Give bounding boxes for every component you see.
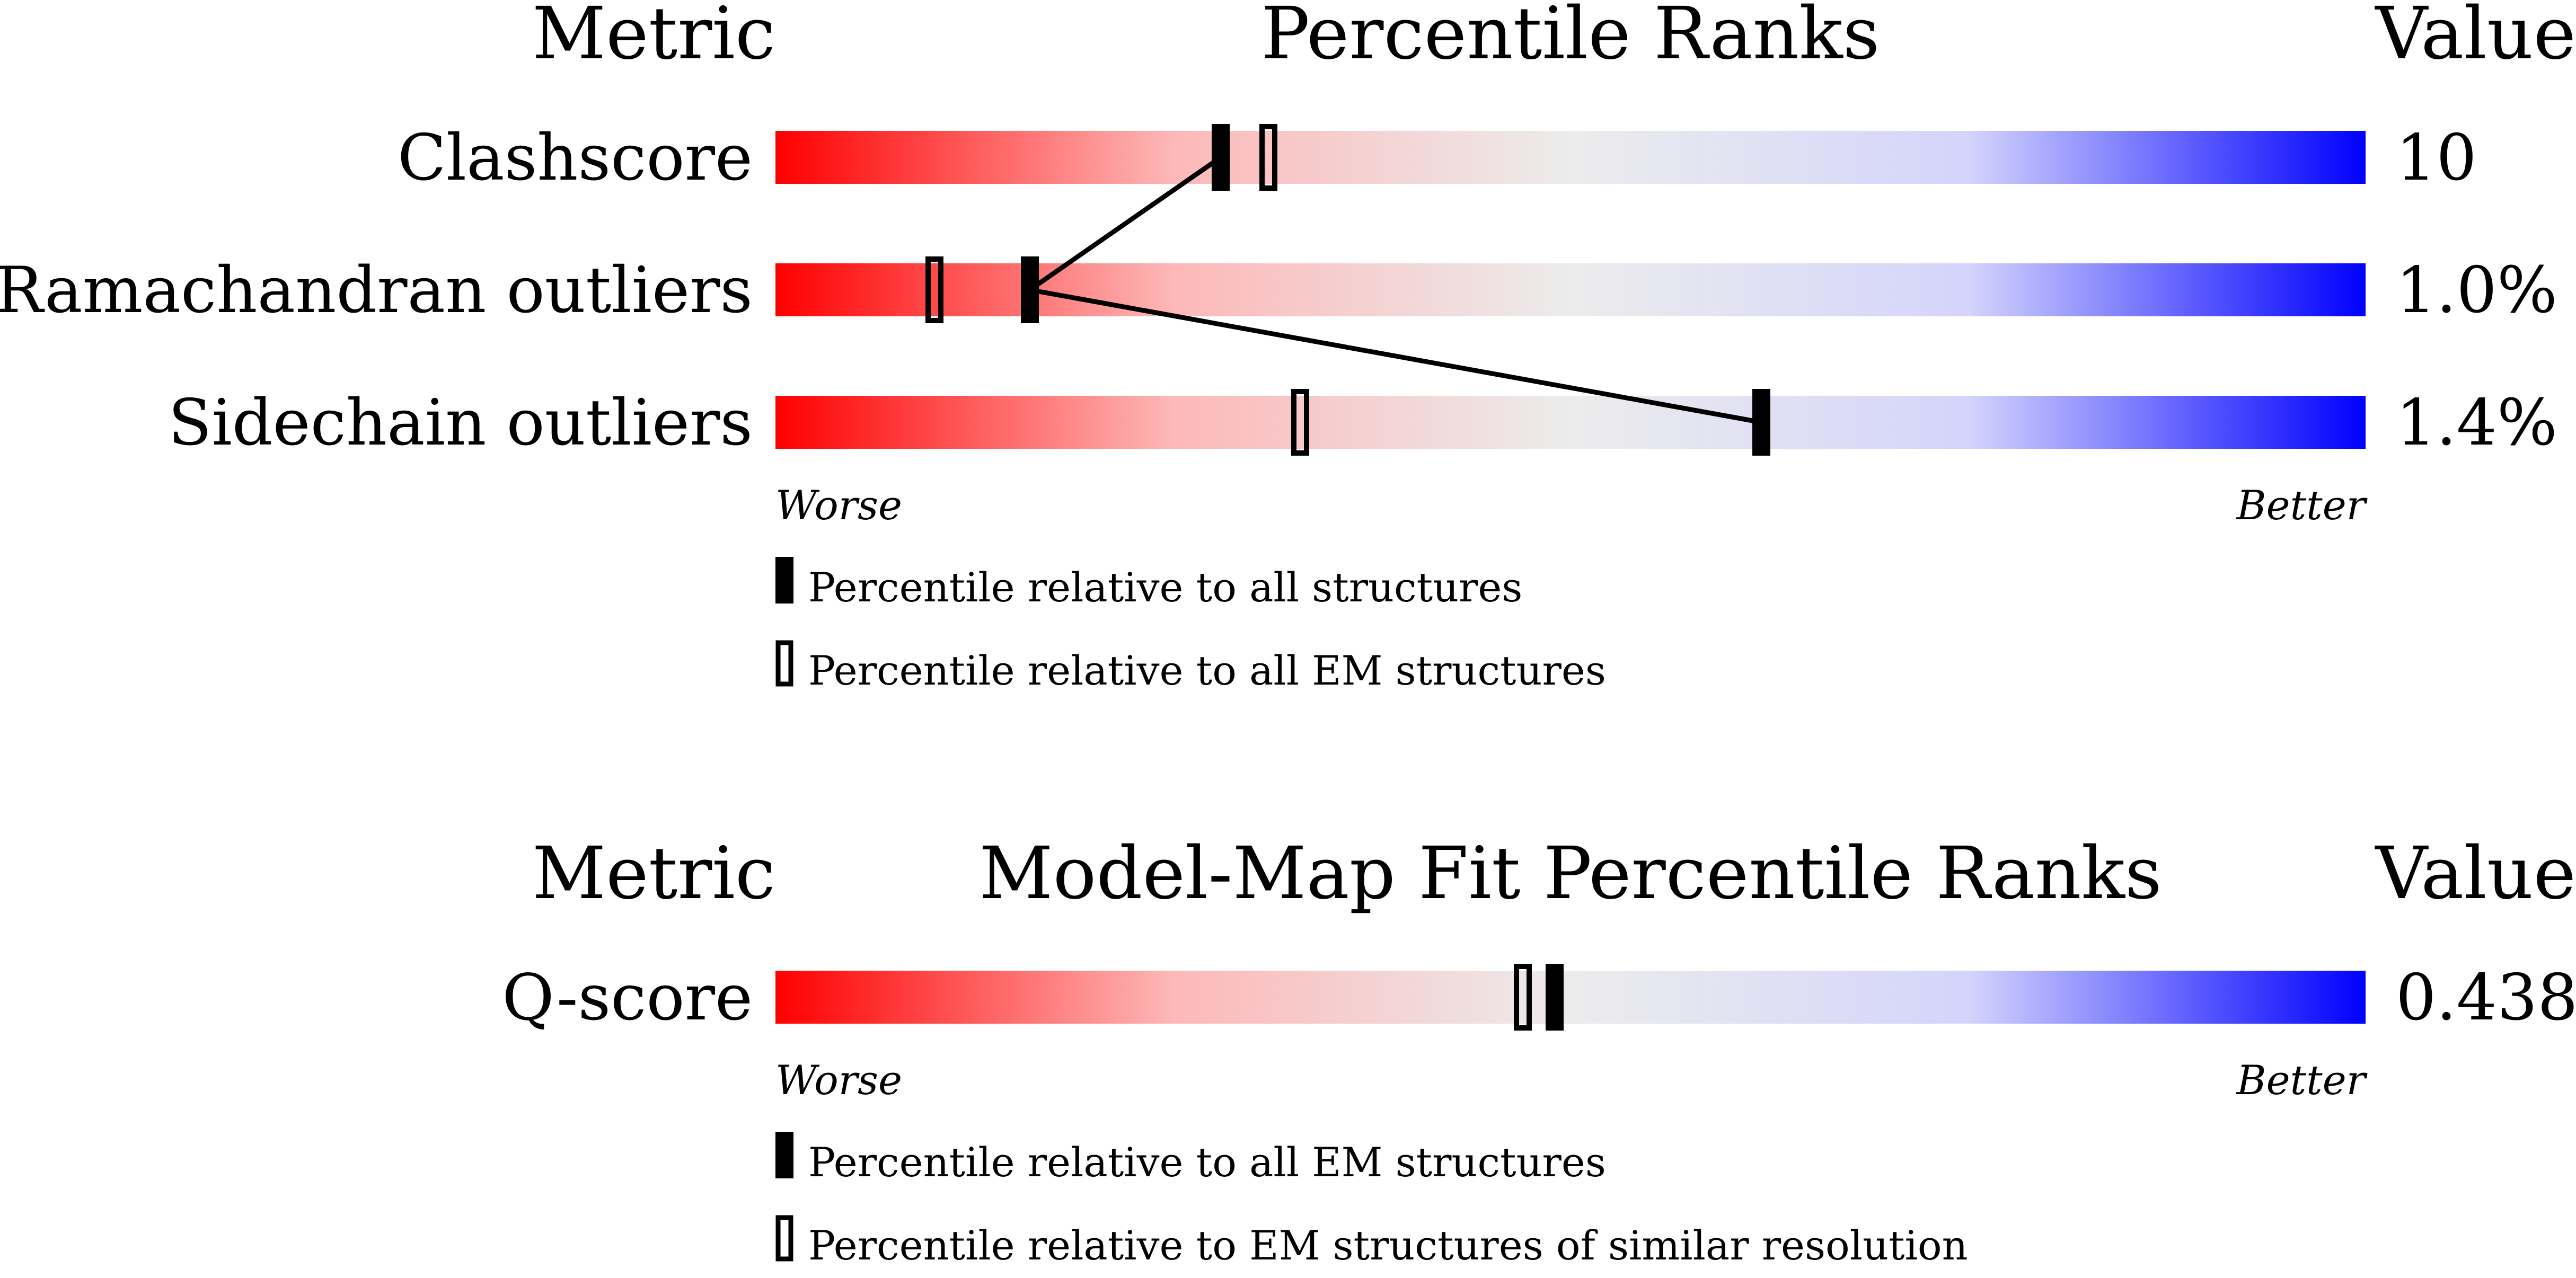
percentile-bar bbox=[775, 971, 2366, 1024]
metric-label: Q-score bbox=[502, 961, 753, 1035]
worse-label: Worse bbox=[775, 1057, 902, 1104]
legend: Percentile relative to all structures Per… bbox=[775, 557, 1606, 694]
legend-filled-marker bbox=[775, 557, 793, 604]
legend: Percentile relative to all EM structures… bbox=[775, 1132, 1968, 1269]
better-label: Better bbox=[2236, 482, 2368, 529]
percentile-bar bbox=[775, 396, 2366, 449]
metric-label: Ramachandran outliers bbox=[0, 254, 753, 327]
percentile-bar bbox=[775, 131, 2366, 184]
header-value: Value bbox=[2375, 0, 2576, 76]
header-metric: Metric bbox=[532, 832, 775, 916]
metric-row: Clashscore 10 bbox=[398, 121, 2477, 195]
metric-label: Clashscore bbox=[398, 121, 753, 195]
panel-1: Metric Percentile Ranks Value Clashscore 10 R… bbox=[0, 0, 2576, 694]
legend-open-label: Percentile relative to EM structures of … bbox=[808, 1222, 1968, 1269]
filled-percentile-marker bbox=[1546, 964, 1564, 1031]
worse-label: Worse bbox=[775, 482, 902, 529]
percentile-bar bbox=[775, 263, 2366, 316]
header-title: Percentile Ranks bbox=[1261, 0, 1880, 76]
metric-row: Ramachandran outliers 1.0% bbox=[0, 254, 2557, 327]
open-percentile-marker bbox=[925, 256, 943, 323]
legend-open-label: Percentile relative to all EM structures bbox=[808, 647, 1606, 694]
legend-open-marker bbox=[775, 1215, 793, 1262]
open-percentile-marker bbox=[1514, 964, 1532, 1031]
metric-row: Q-score 0.438 bbox=[502, 961, 2576, 1035]
header-value: Value bbox=[2375, 832, 2576, 916]
legend-open-marker bbox=[775, 640, 793, 687]
metric-value: 1.4% bbox=[2396, 386, 2557, 460]
legend-filled-label: Percentile relative to all EM structures bbox=[808, 1139, 1606, 1186]
metric-value: 1.0% bbox=[2396, 254, 2557, 327]
metric-value: 10 bbox=[2396, 121, 2477, 195]
open-percentile-marker bbox=[1291, 389, 1309, 456]
better-label: Better bbox=[2236, 1057, 2368, 1104]
metric-label: Sidechain outliers bbox=[168, 386, 753, 460]
legend-filled-label: Percentile relative to all structures bbox=[808, 564, 1522, 611]
header-title: Model-Map Fit Percentile Ranks bbox=[979, 832, 2162, 916]
legend-filled-marker bbox=[775, 1132, 793, 1178]
percentile-connector-line bbox=[1024, 155, 1762, 425]
metric-row: Sidechain outliers 1.4% bbox=[168, 386, 2557, 460]
metric-value: 0.438 bbox=[2396, 961, 2576, 1035]
header-metric: Metric bbox=[532, 0, 775, 76]
open-percentile-marker bbox=[1259, 124, 1277, 191]
panel-2: Metric Model-Map Fit Percentile Ranks Valu… bbox=[502, 832, 2576, 1269]
